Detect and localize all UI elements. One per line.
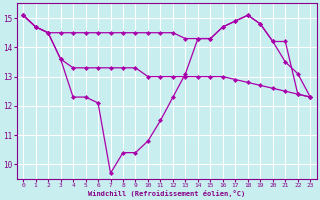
X-axis label: Windchill (Refroidissement éolien,°C): Windchill (Refroidissement éolien,°C) — [88, 190, 245, 197]
